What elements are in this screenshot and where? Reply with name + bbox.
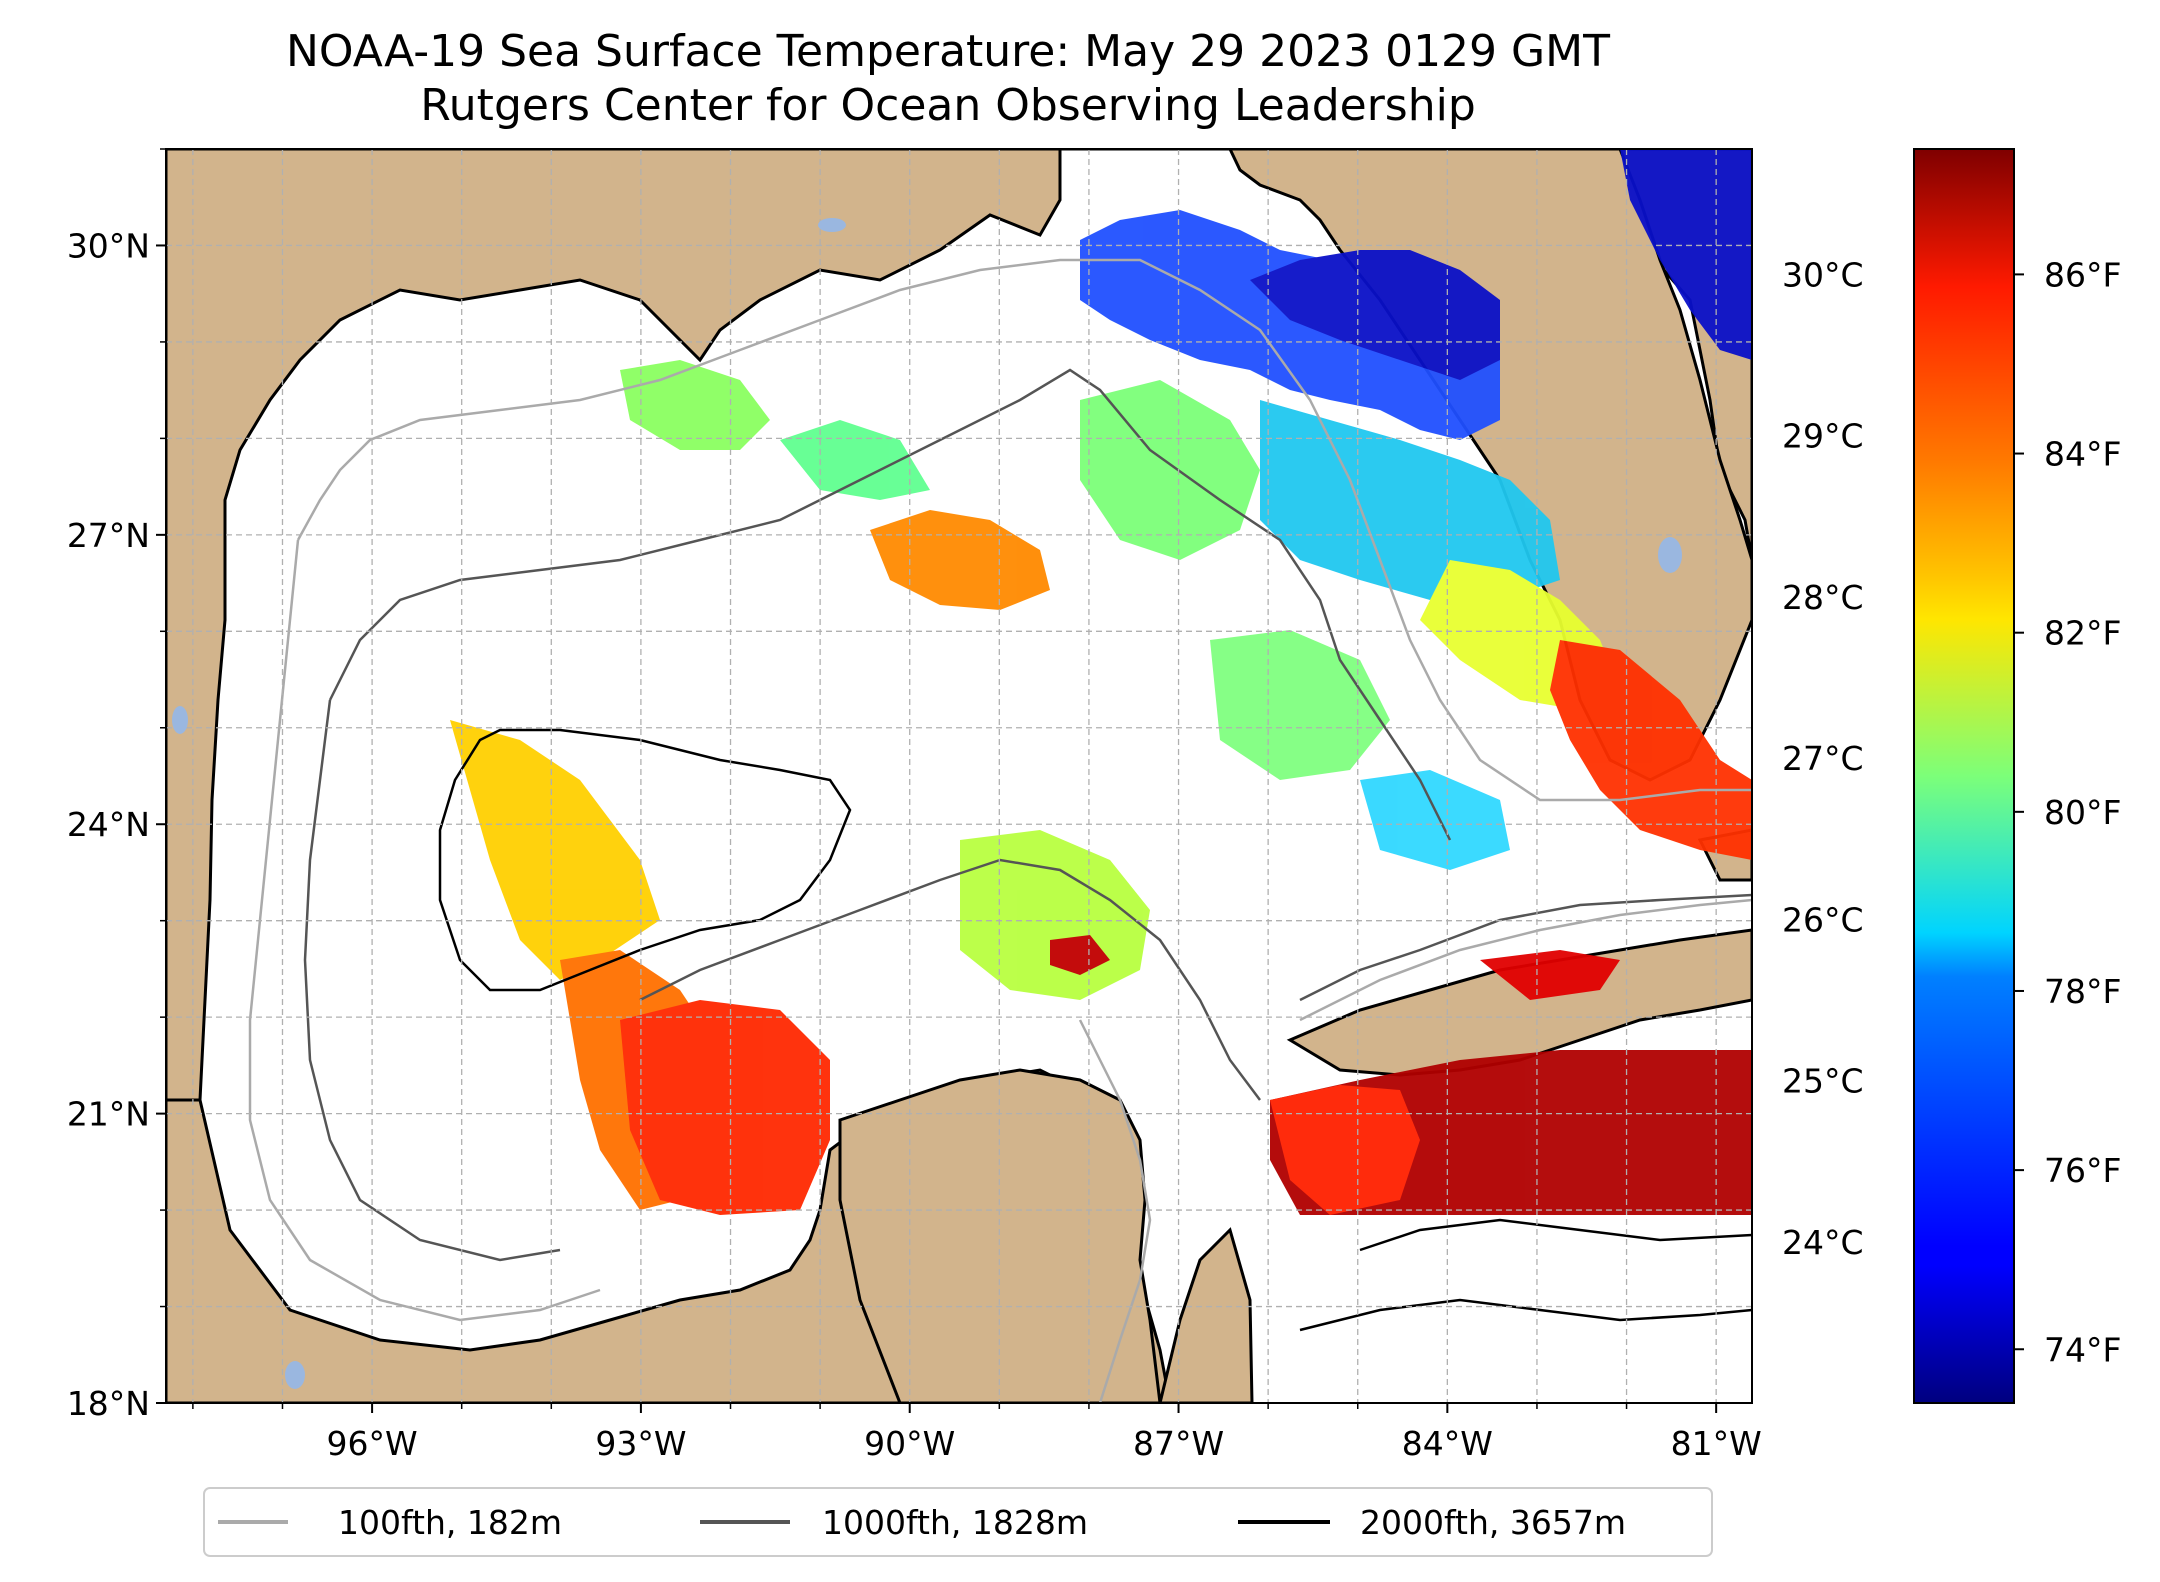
sst-patch-caribbean-red — [1270, 1085, 1420, 1215]
celsius-tick-label: 28°C — [1782, 578, 1864, 617]
longitude-axis: 96°W 93°W 90°W 87°W 84°W 81°W — [192, 1403, 1762, 1463]
fahrenheit-tick-label: 86°F — [2044, 255, 2121, 294]
lake-texas — [172, 706, 188, 734]
isobath-100fth-florida-straits — [1299, 898, 1752, 1022]
yucatan-peninsula-land — [838, 1068, 1162, 1403]
lat-tick-label: 18°N — [67, 1384, 150, 1423]
sst-patch-east-cyan — [1360, 770, 1510, 870]
lat-tick-label: 24°N — [67, 805, 150, 844]
fahrenheit-tick-label: 74°F — [2044, 1330, 2121, 1369]
isobath-1000fth-north — [328, 368, 1452, 841]
isobath-1000fth-west — [303, 699, 561, 1262]
isobath-100fth-yucatan — [1078, 1019, 1152, 1403]
celsius-tick-label: 24°C — [1782, 1223, 1864, 1262]
celsius-scale: 30°C 29°C 28°C 27°C 26°C 25°C 24°C — [1782, 255, 1864, 1261]
lat-tick-label: 21°N — [67, 1095, 150, 1134]
map-frame — [165, 148, 1753, 1404]
legend-label-2000fth: 2000fth, 3657m — [1360, 1503, 1626, 1542]
sst-patch-west-swath-yellow — [450, 720, 660, 980]
celsius-tick-label: 30°C — [1782, 255, 1864, 294]
sst-data-layer — [450, 149, 1752, 1215]
sst-patch-central-red-spot — [1050, 935, 1110, 975]
lon-tick-label: 90°W — [864, 1424, 955, 1463]
celsius-tick-label: 26°C — [1782, 900, 1864, 939]
isobath-legend: 100fth, 182m 1000fth, 1828m 2000fth, 365… — [203, 1487, 1713, 1557]
sst-patch-cuba-north-red — [1480, 950, 1620, 1000]
sst-patch-central-green — [1080, 380, 1260, 560]
isobath-1000fth-east — [1299, 893, 1752, 1002]
isobath-100fth — [248, 258, 1752, 1403]
isobath-1000fth-central — [639, 858, 1261, 1101]
fahrenheit-tick-label: 84°F — [2044, 435, 2121, 474]
legend-label-100fth: 100fth, 182m — [338, 1503, 562, 1542]
lat-tick-label: 27°N — [67, 516, 150, 555]
sst-patch-florida-south-red — [1550, 640, 1752, 860]
fahrenheit-tick-label: 76°F — [2044, 1151, 2121, 1190]
lat-tick-label: 30°N — [67, 226, 150, 265]
fahrenheit-tick-label: 80°F — [2044, 793, 2121, 832]
lon-tick-label: 96°W — [327, 1424, 418, 1463]
lon-tick-label: 87°W — [1133, 1424, 1224, 1463]
colorbar: 86°F 84°F 82°F 80°F 78°F 76°F 74°F — [1913, 148, 2121, 1404]
land-layer — [166, 149, 1752, 1403]
isobath-2000fth-sigsbee — [438, 728, 852, 992]
isobath-2000fth-cayman — [1299, 1298, 1752, 1332]
sst-patch-northeast-cold — [1080, 210, 1500, 440]
sst-patch-atlantic-cold — [1620, 149, 1752, 360]
colorbar-gradient — [1913, 148, 2015, 1404]
isobath-1000fth — [303, 368, 1752, 1262]
celsius-tick-label: 29°C — [1782, 417, 1864, 456]
graticule — [166, 149, 1752, 1403]
celsius-tick-label: 25°C — [1782, 1062, 1864, 1101]
lakes-layer — [172, 218, 1682, 1389]
legend-box — [203, 1487, 1713, 1557]
fahrenheit-scale: 86°F 84°F 82°F 80°F 78°F 76°F 74°F — [2014, 255, 2121, 1369]
texas-louisiana-coast-land — [166, 149, 1062, 1102]
isobath-2000fth — [438, 728, 1752, 1332]
lake-pontchartrain — [818, 218, 846, 232]
latitude-axis: 30°N 27°N 24°N 21°N 18°N — [67, 148, 166, 1423]
lake-okeechobee — [1658, 537, 1682, 573]
sst-patch-bay-campeche-red — [620, 1000, 830, 1215]
lon-tick-label: 93°W — [595, 1424, 686, 1463]
isobath-2000fth-southeast — [1359, 1218, 1752, 1252]
legend-label-1000fth: 1000fth, 1828m — [822, 1503, 1088, 1542]
lake-mexico-coast — [285, 1361, 305, 1389]
isobath-100fth-north — [296, 258, 1752, 802]
sst-patch-north-green-2 — [780, 420, 930, 500]
map-panel — [166, 149, 1752, 1403]
map-title-line1: NOAA-19 Sea Surface Temperature: May 29 … — [286, 26, 1610, 77]
sst-patch-deep-blue-bigbend — [1250, 250, 1500, 380]
celsius-tick-label: 27°C — [1782, 739, 1864, 778]
map-title-line2: Rutgers Center for Ocean Observing Leade… — [420, 80, 1476, 131]
lon-tick-label: 81°W — [1671, 1424, 1762, 1463]
fahrenheit-tick-label: 82°F — [2044, 614, 2121, 653]
fahrenheit-tick-label: 78°F — [2044, 972, 2121, 1011]
lon-tick-label: 84°W — [1402, 1424, 1493, 1463]
central-america-land — [1158, 1227, 1254, 1403]
isobath-100fth-west — [248, 539, 601, 1322]
sst-patch-central-orange — [870, 510, 1050, 610]
sst-patch-north-green — [620, 360, 770, 450]
